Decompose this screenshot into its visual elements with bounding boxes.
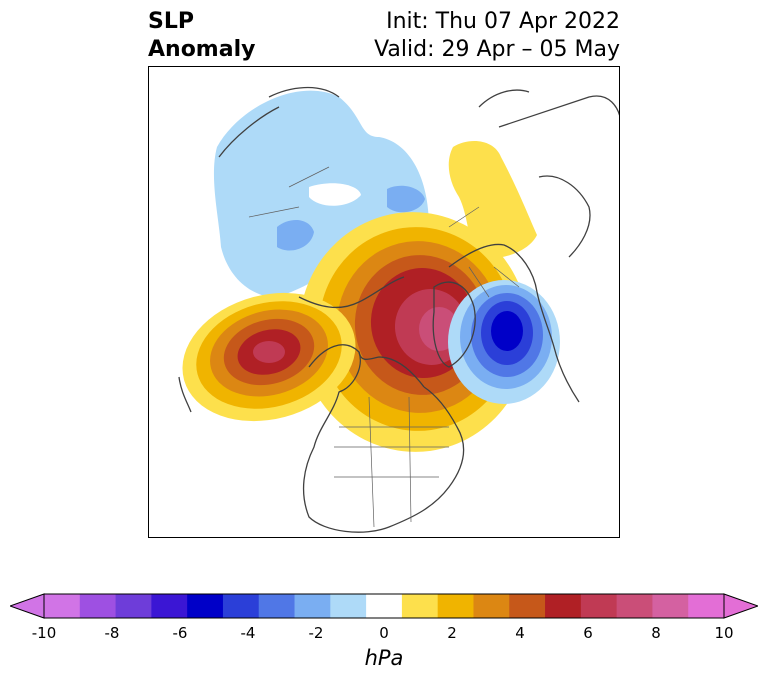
colorbar-tick-label: -8 [104, 624, 120, 642]
colorbar-tick-label: -6 [172, 624, 188, 642]
colorbar [10, 593, 758, 619]
colorbar-segment [616, 594, 653, 618]
colorbar-segment [366, 594, 403, 618]
title-line-2: Anomaly [148, 37, 256, 62]
colorbar-segment [652, 594, 689, 618]
colorbar-extend-min [10, 594, 44, 618]
colorbar-segment [509, 594, 546, 618]
init-date: Init: Thu 07 Apr 2022 [386, 9, 620, 34]
colorbar-segment [330, 594, 367, 618]
coastlines [178, 86, 619, 533]
colorbar-tick-label: -4 [240, 624, 256, 642]
colorbar-segment [44, 594, 81, 618]
colorbar-segment [187, 594, 224, 618]
colorbar-segment [401, 594, 439, 618]
colorbar-segment [294, 594, 331, 618]
colorbar-tick-label: -10 [31, 624, 57, 642]
positive-anomaly-pacific [182, 292, 356, 422]
colorbar-segment [688, 594, 725, 618]
valid-range: Valid: 29 Apr – 05 May [374, 37, 620, 62]
colorbar-tick-label: 10 [714, 624, 734, 642]
negative-anomaly-scandinavia [448, 280, 560, 404]
colorbar-segment [545, 594, 582, 618]
colorbar-segment [151, 594, 188, 618]
colorbar-tick-label: -2 [308, 624, 324, 642]
map-svg [178, 86, 619, 533]
colorbar-tick-label: 6 [583, 624, 593, 642]
colorbar-tick-label: 0 [379, 624, 389, 642]
colorbar-segment [580, 594, 618, 618]
colorbar-tick-label: 8 [651, 624, 661, 642]
map-title: SLP Anomaly [148, 8, 255, 64]
colorbar-extend-max [724, 594, 758, 618]
colorbar-tick-label: 4 [515, 624, 525, 642]
colorbar-segment [79, 594, 117, 618]
colorbar-segment [115, 594, 152, 618]
colorbar-segment [222, 594, 260, 618]
colorbar-tick-label: 2 [447, 624, 457, 642]
map-panel [148, 66, 620, 538]
colorbar-segment [473, 594, 510, 618]
colorbar-segment [258, 594, 296, 618]
title-line-1: SLP [148, 9, 194, 34]
date-info: Init: Thu 07 Apr 2022 Valid: 29 Apr – 05… [374, 8, 620, 64]
colorbar-segment [437, 594, 474, 618]
colorbar-units: hPa [364, 646, 404, 670]
